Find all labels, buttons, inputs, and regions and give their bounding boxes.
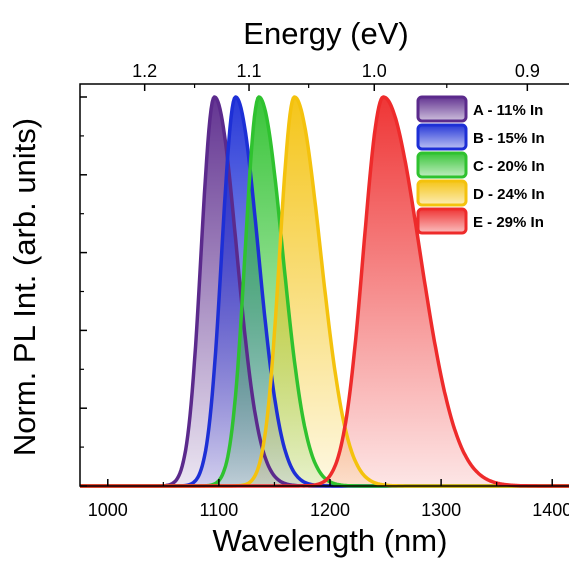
legend-swatch (416, 95, 468, 123)
legend-swatch (416, 151, 468, 179)
legend-label: E - 29% In (473, 214, 544, 231)
x-tick-label: 1200 (310, 500, 350, 520)
x-tick-label: 1000 (88, 500, 128, 520)
axis-tick-labels: 1000 1100 1200 1300 1400 1.2 1.1 1.0 0.9 (88, 61, 569, 520)
top-tick-label: 1.2 (132, 61, 157, 81)
legend-swatch (416, 179, 468, 207)
top-axis-title: Energy (eV) (243, 16, 408, 51)
legend-label: A - 11% In (473, 102, 543, 119)
x-tick-label: 1300 (421, 500, 461, 520)
legend-label: D - 24% In (473, 186, 545, 203)
legend-label: C - 20% In (473, 158, 545, 175)
axis-ticks (80, 84, 553, 487)
legend: A - 11% In B - 15% In C - 20% In D - 24% In… (416, 95, 545, 235)
top-tick-label: 1.1 (237, 61, 262, 81)
x-axis-title: Wavelength (nm) (213, 523, 448, 558)
top-tick-label: 0.9 (515, 61, 540, 81)
series-area-a (80, 97, 569, 486)
x-tick-label: 1400 (532, 500, 569, 520)
legend-swatch (416, 207, 468, 235)
y-axis-title: Norm. PL Int. (arb. units) (7, 118, 42, 456)
legend-label: B - 15% In (473, 130, 545, 147)
top-tick-label: 1.0 (362, 61, 387, 81)
x-tick-label: 1100 (200, 500, 239, 520)
legend-swatch (416, 123, 468, 151)
